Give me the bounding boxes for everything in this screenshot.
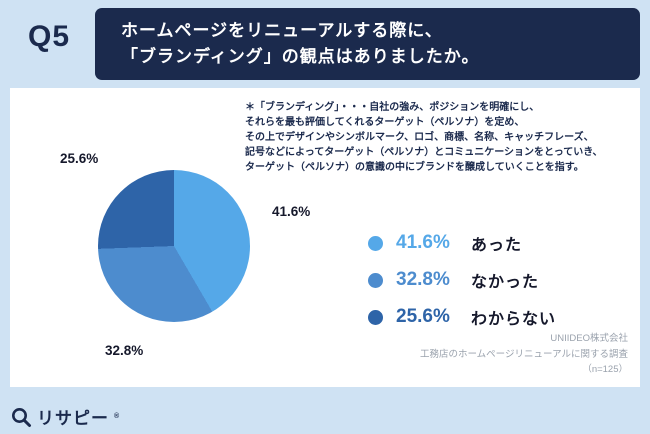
note-line: その上でデザインやシンボルマーク、ロゴ、商標、名称、キャッチフレーズ、 [245,132,594,143]
note-line: 記号などによってターゲット（ペルソナ）とコミュニケーションをとっていき、 [245,147,603,158]
legend-item-wakaranai: 25.6% わからない [368,305,556,329]
legend-pct-atta: 41.6% [396,232,450,253]
legend-pct-wakaranai: 25.6% [396,306,450,327]
source-survey-title: 工務店のホームページリニューアルに関する調査 [419,348,628,360]
note-line: ターゲット（ペルソナ）の意識の中にブランドを醸成していくことを指す。 [245,162,584,173]
logo-text: リサピー [37,409,109,428]
question-number: Q5 [27,20,71,53]
pie-label-wakaranai: 25.6% [60,151,99,166]
question-title-line2: 「ブランディング」の観点はありましたか。 [121,47,480,66]
legend-label-wakaranai: わからない [471,311,557,328]
legend-dot-wakaranai-icon [368,309,383,325]
legend-pct-nakatta: 32.8% [396,269,450,290]
legend-dot-nakatta-icon [368,272,383,288]
question-title-line1: ホームページをリニューアルする際に、 [121,21,443,40]
source-note: UNIIDEO株式会社 工務店のホームページリニューアルに関する調査 （n=12… [420,331,628,377]
question-title-box: ホームページをリニューアルする際に、 「ブランディング」の観点はありましたか。 [95,8,640,80]
note-line: ＊「ブランディング」・・・自社の強み、ポジションを明確にし、 [245,102,540,113]
legend-item-atta: 41.6% あった [368,231,556,255]
pie-chart [98,170,250,322]
legend: 41.6% あった 32.8% なかった 25.6% わからない [368,231,556,329]
legend-label-nakatta: なかった [471,274,540,291]
pie-label-atta: 41.6% [272,204,311,219]
source-company: UNIIDEO株式会社 [550,333,628,345]
legend-dot-atta-icon [368,235,383,251]
magnifier-icon [10,406,32,428]
legend-label-atta: あった [471,237,523,254]
source-sample-size: （n=125） [582,363,628,375]
chart-card: ＊「ブランディング」・・・自社の強み、ポジションを明確にし、 それらを最も評価し… [10,88,640,387]
note-line: それらを最も評価してくれるターゲット（ペルソナ）を定め、 [245,117,525,128]
risapy-logo: リサピー ® [10,404,120,429]
legend-item-nakatta: 32.8% なかった [368,268,556,292]
branding-definition-note: ＊「ブランディング」・・・自社の強み、ポジションを明確にし、 それらを最も評価し… [245,100,603,175]
pie-label-nakatta: 32.8% [105,343,144,358]
registered-mark: ® [114,413,121,420]
